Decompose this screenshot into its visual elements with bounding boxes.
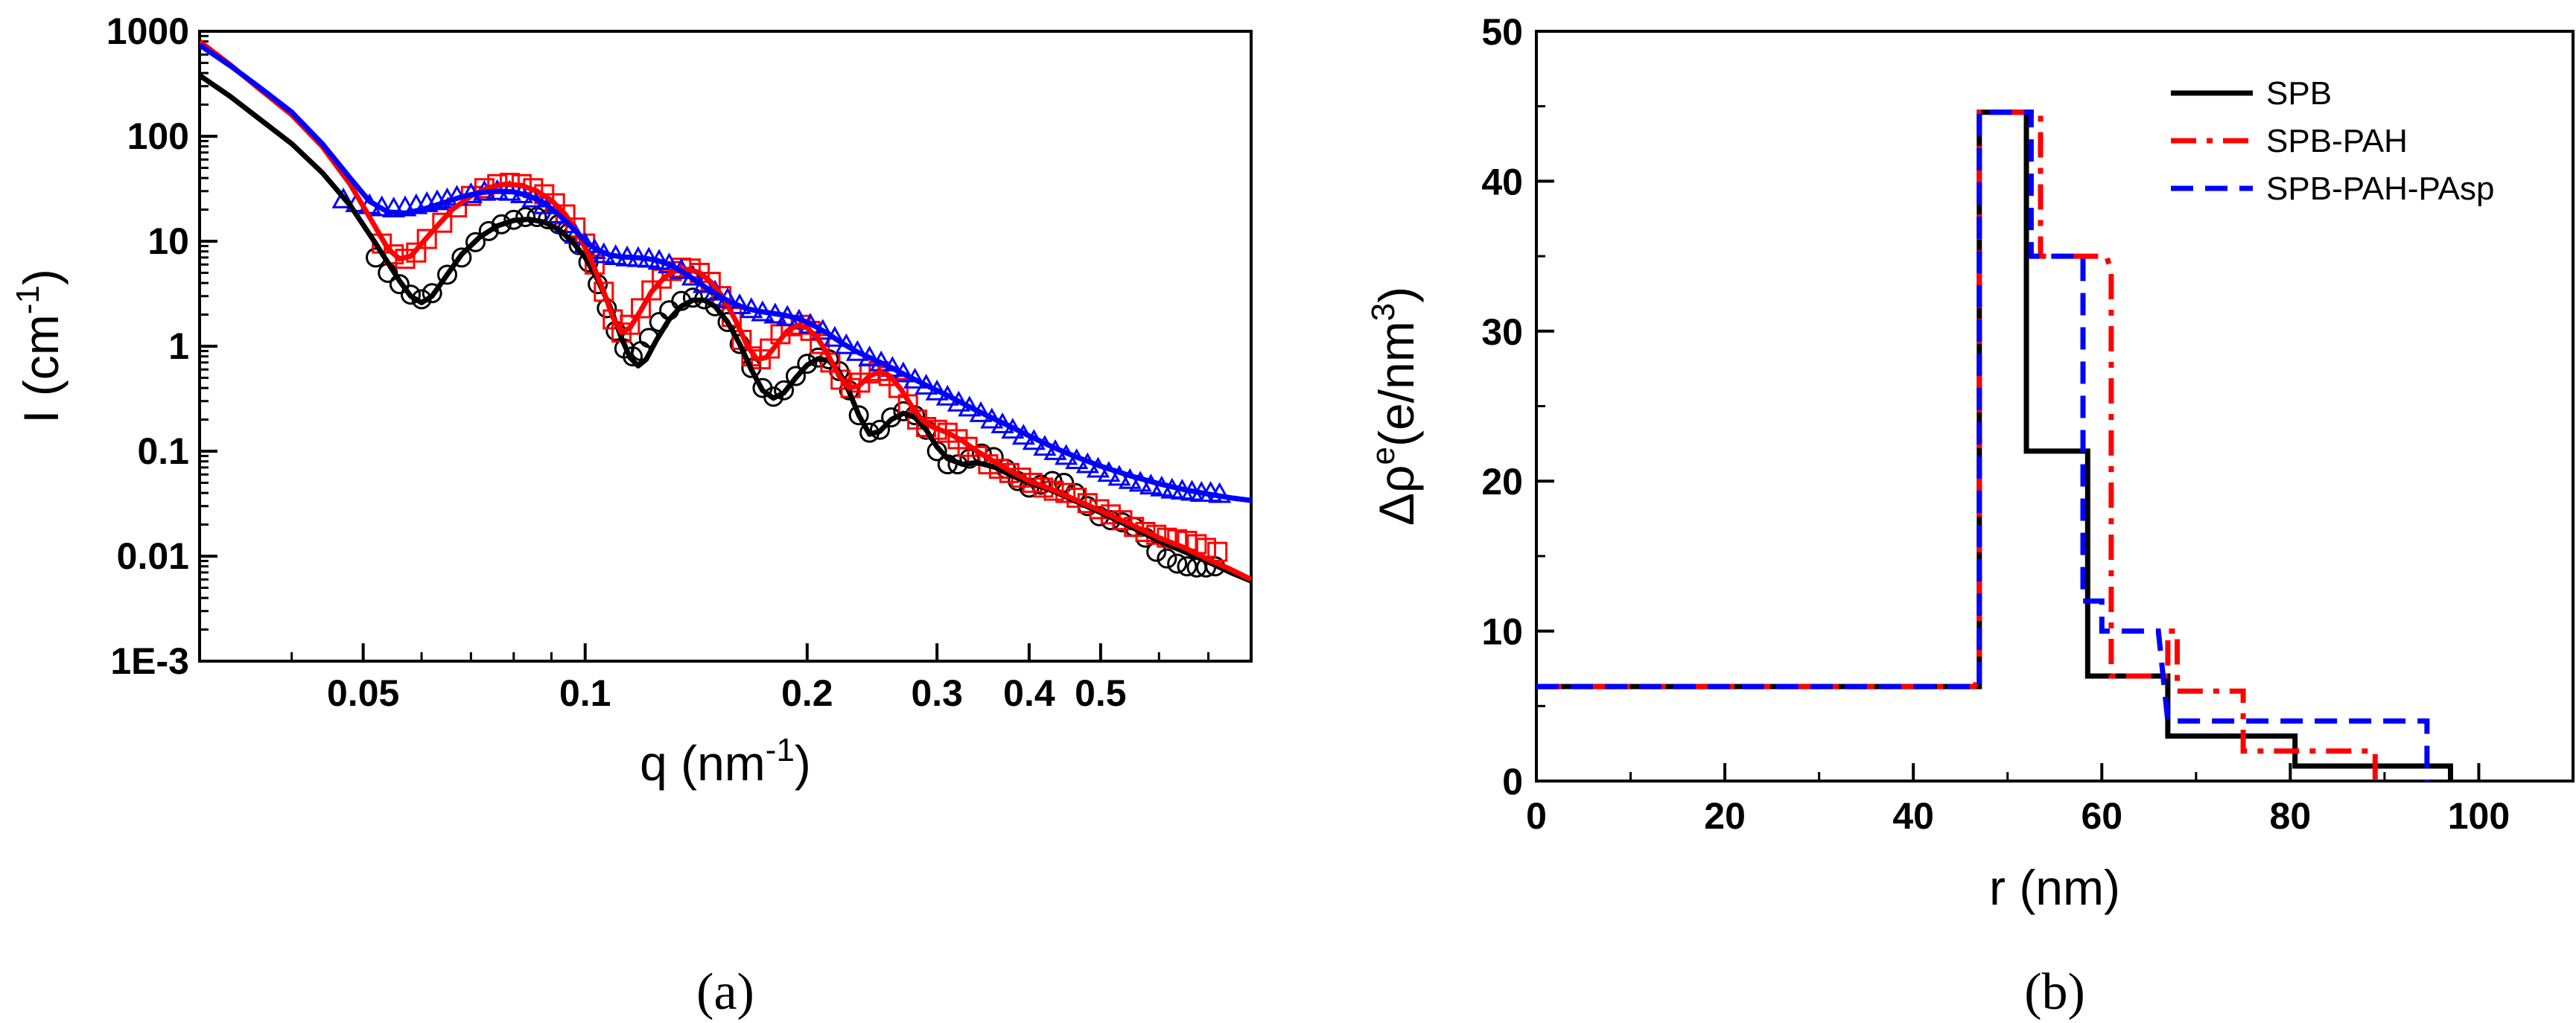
x-tick-label-b: 80 <box>2270 795 2312 837</box>
data-point-square <box>416 229 437 249</box>
panel-a-data <box>200 39 1251 584</box>
plot-frame-a <box>198 30 1253 663</box>
y-tick-label-a: 1 <box>168 325 189 367</box>
data-point-circle <box>786 366 807 386</box>
data-point-circle <box>515 207 536 228</box>
x-axis-label-a-main: q (nm <box>640 736 766 791</box>
x-tick-label-b: 100 <box>2448 795 2510 837</box>
x-tick-label-a: 0.4 <box>1003 672 1055 714</box>
fit-line <box>200 73 1251 584</box>
x-tick-label-b: 40 <box>1892 795 1934 837</box>
y-tick-label-a: 1E-3 <box>110 640 189 682</box>
x-tick-label-b: 60 <box>2081 795 2122 837</box>
y-tick-label-b: 50 <box>1481 11 1523 53</box>
data-point-square <box>406 242 427 263</box>
data-point-circle <box>870 419 891 440</box>
y-axis-label-b-prefix: Δρ <box>1369 465 1424 526</box>
x-tick-label-a: 0.2 <box>781 672 833 714</box>
legend-label: SPB <box>2266 75 2332 112</box>
y-tick-label-b: 10 <box>1481 611 1523 653</box>
data-point-square <box>620 314 640 335</box>
x-axis-label-a-close: ) <box>795 736 811 791</box>
x-tick-label-b: 0 <box>1526 795 1547 837</box>
data-point-circle <box>422 283 442 304</box>
x-axis-label-a-sup: -1 <box>766 732 795 768</box>
x-tick-label-a: 0.05 <box>327 672 399 714</box>
profile-line-spb-pah <box>1536 109 2378 781</box>
data-point-circle <box>437 264 458 285</box>
data-point-circle <box>774 380 795 401</box>
y-tick-label-a: 0.1 <box>137 430 189 472</box>
fit-line <box>200 39 1251 582</box>
y-tick-label-b: 0 <box>1502 761 1523 803</box>
data-point-circle <box>478 220 499 241</box>
panel-label-a: (a) <box>696 963 754 1021</box>
data-point-square <box>760 338 780 359</box>
data-point-circle <box>1167 553 1188 574</box>
data-point-circle <box>848 405 869 426</box>
x-axis-label-a: q (nm-1) <box>640 732 811 791</box>
y-axis-label-b-close: ) <box>1369 287 1424 303</box>
y-tick-label-b: 20 <box>1481 461 1523 503</box>
data-point-triangle <box>331 187 355 208</box>
y-axis-label-a-sup: -1 <box>10 285 46 314</box>
legend-label: SPB-PAH-PAsp <box>2266 170 2494 207</box>
data-point-square <box>631 298 652 319</box>
y-tick-label-a: 10 <box>147 220 189 262</box>
x-tick-label-a: 0.5 <box>1075 672 1127 714</box>
y-axis-label-b: Δρe(e/nm3) <box>1365 287 1424 526</box>
data-point-square <box>937 422 958 443</box>
x-tick-label-a: 0.3 <box>911 672 963 714</box>
y-tick-label-a: 0.01 <box>117 535 189 577</box>
x-tick-label-b: 20 <box>1704 795 1746 837</box>
panel-a: 1E-3 0.01 0.1 1 10 100 1000 0.05 0.1 0.2 0.3 0.4 0.5… <box>10 10 1253 1021</box>
x-axis-label-b: r (nm) <box>1989 860 2120 915</box>
panel-b: 0 10 20 30 40 50 0 20 40 60 80 100 r (nm) Δρe(e/nm3) S… <box>1365 11 2575 1021</box>
y-axis-label-a: I (cm-1) <box>10 269 69 424</box>
profile-line-spb <box>1536 109 2453 781</box>
y-tick-label-a: 1000 <box>106 10 189 52</box>
x-tick-label-a: 0.1 <box>559 672 611 714</box>
y-tick-label-b: 40 <box>1481 161 1523 203</box>
legend-label: SPB-PAH <box>2266 123 2408 159</box>
data-point-circle <box>491 214 512 235</box>
data-point-square <box>594 281 614 302</box>
y-axis-label-b-mid: (e/nm <box>1369 321 1424 447</box>
data-point-circle <box>401 284 422 305</box>
data-point-circle <box>797 354 818 375</box>
legend-b: SPB SPB-PAH SPB-PAH-PAsp <box>2171 75 2494 207</box>
panel-label-b: (b) <box>2024 963 2085 1021</box>
data-point-circle <box>465 232 486 252</box>
data-point-circle <box>389 274 410 295</box>
y-tick-label-a: 100 <box>127 115 189 157</box>
y-tick-label-b: 30 <box>1481 311 1523 353</box>
data-point-square <box>820 352 841 373</box>
y-axis-label-a-main: I (cm <box>13 314 69 424</box>
data-point-circle <box>1157 548 1177 569</box>
data-point-square <box>810 334 830 354</box>
data-point-circle <box>763 386 784 407</box>
fit-line <box>200 42 1251 503</box>
data-point-circle <box>1177 556 1198 577</box>
y-axis-label-b-sup2: 3 <box>1365 303 1402 321</box>
plot-frame-b <box>1535 30 2575 783</box>
data-point-square <box>432 212 453 233</box>
y-axis-label-b-sup: e <box>1365 447 1402 465</box>
y-axis-label-a-close: ) <box>13 269 69 285</box>
data-point-circle <box>451 247 472 268</box>
data-point-square <box>641 280 662 301</box>
